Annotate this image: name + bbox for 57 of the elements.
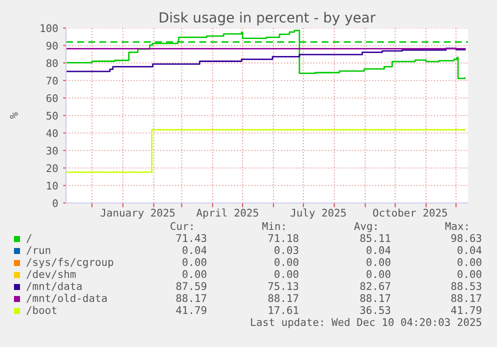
text: 0.00: [182, 270, 206, 278]
y-tick-label: 20: [46, 164, 58, 172]
legend-label: /mnt/data: [26, 282, 82, 291]
x-tick-label: April 2025: [196, 208, 258, 219]
y-tick-label: 10: [47, 182, 58, 190]
y-tick-label: 100: [40, 24, 58, 32]
legend-label: /run: [26, 246, 50, 255]
legend-label: /sys/fs/cgroup: [26, 258, 114, 268]
y-tick-label: 50: [46, 112, 58, 120]
text: 0.04: [458, 246, 482, 254]
y-axis-title: %: [10, 112, 18, 119]
legend-label: /dev/shm: [26, 270, 76, 279]
y-tick-label: 70: [46, 76, 58, 85]
text: 0.00: [274, 270, 298, 278]
text: 36.53: [360, 306, 390, 314]
text: 0.00: [458, 270, 482, 278]
y-tick-label: 90: [46, 42, 58, 50]
text: 88.17: [268, 294, 298, 302]
y-tick-label: 80: [46, 59, 58, 68]
y-tick-label: 40: [46, 129, 58, 138]
text: 0.00: [458, 258, 482, 266]
y-tick-label: 60: [46, 94, 58, 102]
text: 75.13: [268, 282, 298, 290]
text: Min:: [262, 222, 284, 230]
text: 0.00: [182, 258, 206, 266]
text: 0.00: [366, 270, 390, 278]
x-tick-label: October 2025: [373, 208, 447, 217]
text: 71.18: [268, 234, 298, 242]
text: 71.43: [176, 234, 206, 242]
legend-label: /: [26, 234, 32, 243]
text: 0.04: [366, 246, 391, 254]
text: Max:: [445, 222, 468, 230]
x-tick-label: January 2025: [100, 208, 175, 219]
text: 85.11: [360, 234, 390, 242]
x-tick-label: July 2025: [290, 208, 346, 219]
text: 88.53: [451, 282, 482, 290]
chart-title: Disk usage in percent - by year: [160, 12, 376, 26]
text: 88.17: [451, 294, 482, 302]
y-tick-label: 30: [46, 146, 58, 155]
text: Last update: Wed Dec 10 04:20:03 2025: [251, 318, 482, 328]
text: 0.03: [274, 246, 298, 254]
text: Avg:: [354, 222, 376, 232]
text: 0.00: [366, 258, 390, 266]
text: 41.79: [451, 306, 482, 314]
text: Cur:: [170, 222, 192, 230]
text: 82.67: [360, 282, 390, 290]
text: 88.17: [360, 294, 390, 302]
y-tick-label: 0: [52, 199, 58, 208]
text: 98.63: [451, 234, 482, 242]
text: 0.04: [182, 246, 207, 254]
legend-label: /mnt/old-data: [26, 294, 107, 303]
text: 88.17: [176, 294, 206, 302]
text: 41.79: [176, 306, 206, 314]
text: 17.61: [268, 306, 298, 314]
text: 87.59: [176, 282, 206, 290]
text: 0.00: [274, 258, 298, 266]
legend-label: /boot: [26, 306, 56, 315]
